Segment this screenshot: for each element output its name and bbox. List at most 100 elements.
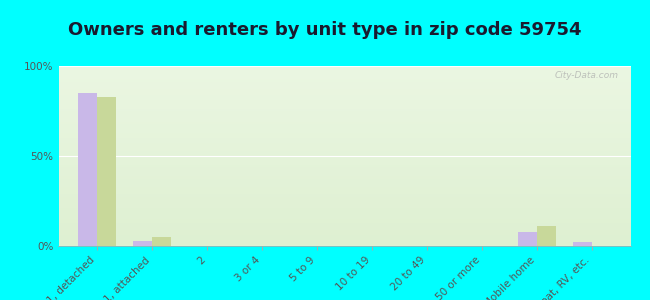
Bar (58, 154, 630, 156)
Bar (58, 14, 630, 16)
Bar (58, 174, 630, 176)
Bar (58, 205, 630, 206)
Bar (58, 142, 630, 143)
Bar (58, 232, 630, 233)
Bar (58, 70, 630, 71)
Bar (152, 237, 171, 246)
Bar (58, 151, 630, 152)
Bar (58, 62, 630, 64)
Bar (58, 95, 630, 97)
Bar (58, 16, 630, 17)
Bar (58, 179, 630, 181)
Bar (58, 147, 630, 149)
Bar (58, 140, 630, 142)
Bar (58, 170, 630, 172)
Bar (58, 156, 630, 158)
Bar (58, 1, 630, 3)
Bar (133, 241, 152, 246)
Bar (58, 73, 630, 75)
Bar (58, 120, 630, 122)
Bar (58, 3, 630, 5)
Bar (58, 100, 630, 102)
Bar (537, 226, 556, 246)
Bar (58, 131, 630, 133)
Bar (58, 129, 630, 131)
Bar (58, 32, 630, 34)
Bar (58, 169, 630, 170)
Bar (58, 109, 630, 111)
Bar (58, 233, 630, 235)
Bar (58, 59, 630, 61)
Bar (58, 190, 630, 192)
Bar (58, 122, 630, 124)
Bar (58, 221, 630, 223)
Bar (58, 192, 630, 194)
Bar (58, 48, 630, 50)
Bar (58, 17, 630, 19)
Bar (58, 46, 630, 48)
Bar (58, 89, 630, 91)
Bar (58, 134, 630, 136)
Bar (58, 104, 630, 106)
Bar (518, 232, 537, 246)
Bar (58, 41, 630, 43)
Bar (58, 158, 630, 160)
Bar (58, 217, 630, 219)
Bar (58, 75, 630, 77)
Bar (58, 52, 630, 53)
Bar (58, 212, 630, 214)
Bar (58, 53, 630, 55)
Bar (58, 223, 630, 224)
Bar (58, 26, 630, 28)
Bar (58, 206, 630, 208)
Bar (58, 125, 630, 127)
Bar (58, 107, 630, 109)
Bar (58, 93, 630, 95)
Bar (58, 12, 630, 14)
Bar (58, 196, 630, 197)
Bar (58, 55, 630, 57)
Bar (58, 106, 630, 107)
Bar (58, 237, 630, 239)
Bar (58, 88, 630, 89)
Bar (58, 208, 630, 210)
Bar (58, 66, 630, 68)
Bar (58, 35, 630, 37)
Bar (58, 71, 630, 73)
Bar (58, 113, 630, 115)
Bar (58, 187, 630, 188)
Text: Owners and renters by unit type in zip code 59754: Owners and renters by unit type in zip c… (68, 21, 582, 39)
Bar (58, 8, 630, 10)
Bar (58, 127, 630, 129)
Bar (58, 138, 630, 140)
Bar (58, 136, 630, 138)
Bar (58, 219, 630, 221)
Bar (58, 143, 630, 145)
Bar (58, 34, 630, 35)
Bar (58, 149, 630, 151)
Bar (58, 19, 630, 21)
Bar (58, 226, 630, 228)
Bar (58, 133, 630, 134)
Bar (58, 61, 630, 62)
Bar (58, 215, 630, 217)
Bar (58, 80, 630, 82)
Bar (58, 224, 630, 226)
Bar (97, 97, 116, 246)
Bar (58, 44, 630, 46)
Bar (573, 242, 592, 246)
Bar (58, 97, 630, 98)
Bar (58, 185, 630, 187)
Bar (58, 82, 630, 84)
Bar (58, 176, 630, 178)
Bar (58, 244, 630, 246)
Bar (58, 111, 630, 113)
Bar (58, 203, 630, 205)
Bar (58, 197, 630, 199)
Bar (58, 152, 630, 154)
Bar (58, 79, 630, 80)
Bar (58, 199, 630, 201)
Bar (58, 118, 630, 120)
Bar (58, 239, 630, 241)
Bar (58, 30, 630, 32)
